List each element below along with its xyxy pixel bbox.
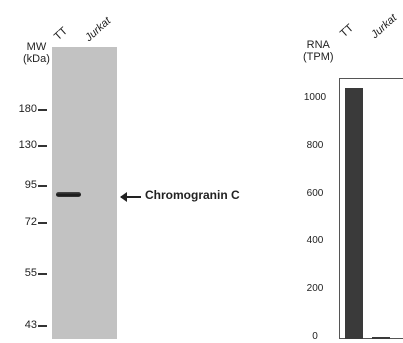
marker-label-55: 55 <box>24 267 37 279</box>
western-blot-membrane <box>52 47 117 339</box>
marker-tick-130 <box>38 145 47 147</box>
mw-header-line1: MW <box>26 41 47 53</box>
mw-header-line2: (kDa) <box>23 53 50 65</box>
marker-label-72: 72 <box>24 216 37 228</box>
y-tick-label-400: 400 <box>306 235 324 247</box>
rna-bar-jurkat <box>372 337 390 339</box>
blot-lane-label-tt: TT <box>51 25 70 43</box>
rna-lane-label-jurkat: Jurkat <box>368 12 400 41</box>
marker-tick-72 <box>38 222 47 224</box>
blot-lane-label-jurkat: Jurkat <box>82 15 114 44</box>
y-tick-label-600: 600 <box>306 187 324 199</box>
y-tick-label-200: 200 <box>306 283 324 295</box>
y-tick-label-0: 0 <box>312 331 318 342</box>
rna-lane-label-tt: TT <box>337 22 356 40</box>
rna-header: RNA (TPM) <box>303 39 334 63</box>
rna-bar-tt <box>345 88 363 339</box>
y-tick-label-1000: 1000 <box>303 91 327 103</box>
marker-tick-180 <box>38 109 47 111</box>
rna-header-line1: RNA <box>306 39 330 51</box>
rna-bar-chart: 0 200 400 600 800 1000 <box>300 78 403 342</box>
chromogranin-c-band <box>56 192 81 197</box>
marker-label-180: 180 <box>18 103 37 115</box>
arrow-shaft <box>121 196 141 198</box>
marker-label-43: 43 <box>24 319 37 331</box>
marker-label-95: 95 <box>24 179 37 191</box>
marker-tick-95 <box>38 185 47 187</box>
y-tick-label-800: 800 <box>306 139 324 151</box>
band-label: Chromogranin C <box>145 188 240 202</box>
mw-header: MW (kDa) <box>23 41 50 65</box>
rna-header-line2: (TPM) <box>303 51 334 63</box>
marker-label-130: 130 <box>18 139 37 151</box>
marker-tick-55 <box>38 273 47 275</box>
marker-tick-43 <box>38 325 47 327</box>
